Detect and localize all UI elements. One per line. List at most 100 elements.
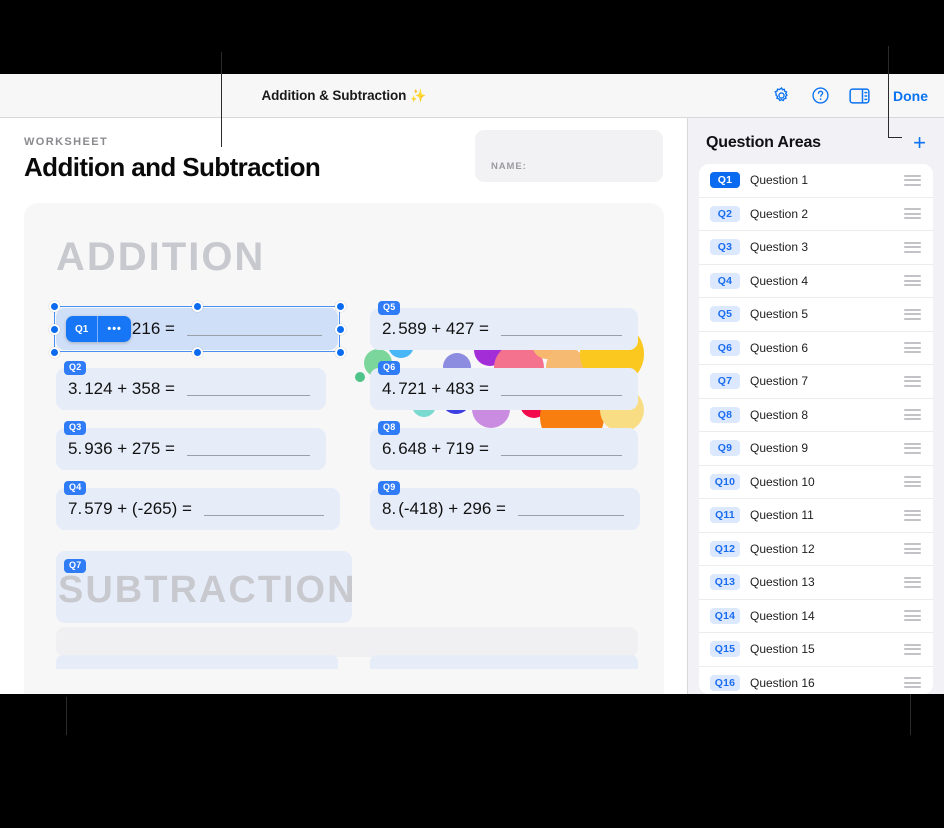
question-row-q8[interactable]: Q8 6. 648 + 719 = — [370, 421, 638, 470]
question-badge[interactable]: Q6 — [378, 361, 401, 375]
partial-row-pale — [56, 627, 638, 657]
answer-line[interactable] — [517, 514, 624, 516]
answer-line[interactable] — [186, 394, 310, 396]
drag-handle-icon[interactable] — [904, 677, 921, 689]
question-badge[interactable]: Q3 — [64, 421, 87, 435]
selection-handle-ml[interactable] — [48, 323, 60, 335]
question-number: 8. — [382, 499, 397, 518]
selection-handle-bl[interactable] — [48, 346, 60, 358]
worksheet-sheet: ADDITION 1. 347 + 216 = — [24, 203, 664, 694]
question-badge[interactable]: Q7 — [64, 559, 87, 573]
answer-line[interactable] — [186, 334, 322, 336]
drag-handle-icon[interactable] — [904, 308, 921, 320]
add-question-area-button[interactable]: + — [913, 130, 926, 155]
done-button[interactable]: Done — [893, 87, 928, 104]
drag-handle-icon[interactable] — [904, 509, 921, 521]
selection-chip-more-button[interactable]: ••• — [107, 323, 122, 335]
drag-handle-icon[interactable] — [904, 610, 921, 622]
drag-handle-icon[interactable] — [904, 275, 921, 287]
question-area-label: Question 8 — [750, 407, 809, 422]
sidebar-item-q9[interactable]: Q9 Question 9 — [699, 432, 933, 466]
sidebar-item-q4[interactable]: Q4 Question 4 — [699, 264, 933, 298]
question-row-q7[interactable]: Q7 SUBTRACTION — [56, 551, 357, 623]
drag-handle-icon[interactable] — [904, 476, 921, 488]
callout-line-bottom-right — [910, 694, 911, 735]
drag-handle-icon[interactable] — [904, 342, 921, 354]
selection-handle-tl[interactable] — [48, 300, 60, 312]
question-area-label: Question 5 — [750, 307, 809, 322]
sidebar-item-q11[interactable]: Q11 Question 11 — [699, 499, 933, 533]
drag-handle-icon[interactable] — [904, 375, 921, 387]
sidebar-item-q1[interactable]: Q1 Question 1 — [699, 164, 933, 198]
question-area-label: Question 7 — [750, 374, 809, 389]
sidebar-item-q13[interactable]: Q13 Question 13 — [699, 566, 933, 600]
sidebar-item-q3[interactable]: Q3 Question 3 — [699, 231, 933, 265]
sidebar-item-q6[interactable]: Q6 Question 6 — [699, 331, 933, 365]
app-window: Addition & Subtraction ✨ — [0, 74, 944, 694]
sidebar-item-q8[interactable]: Q8 Question 8 — [699, 398, 933, 432]
gear-icon[interactable] — [770, 85, 792, 107]
answer-line[interactable] — [500, 394, 622, 396]
question-area-badge: Q15 — [710, 641, 740, 658]
drag-handle-icon[interactable] — [904, 576, 921, 588]
question-expression: 721 + 483 = — [398, 379, 489, 398]
sidebar-item-q10[interactable]: Q10 Question 10 — [699, 465, 933, 499]
answer-line[interactable] — [500, 454, 622, 456]
question-badge[interactable]: Q8 — [378, 421, 401, 435]
question-row-q2[interactable]: Q2 3. 124 + 358 = — [56, 361, 326, 410]
help-icon[interactable] — [809, 85, 831, 107]
drag-handle-icon[interactable] — [904, 442, 921, 454]
answer-line[interactable] — [203, 514, 324, 516]
selection-chip[interactable]: Q1 ••• — [66, 316, 131, 342]
toolbar-actions: Done — [688, 74, 944, 117]
sidebar-item-q16[interactable]: Q16 Question 16 — [699, 666, 933, 694]
question-expression: 124 + 358 = — [84, 379, 175, 398]
drag-handle-icon[interactable] — [904, 174, 921, 186]
question-badge[interactable]: Q4 — [64, 481, 87, 495]
selection-handle-tm[interactable] — [191, 300, 203, 312]
callout-line-top-left — [221, 52, 222, 147]
sidebar-item-q5[interactable]: Q5 Question 5 — [699, 298, 933, 332]
question-row-q6[interactable]: Q6 4. 721 + 483 = — [370, 361, 638, 410]
drag-handle-icon[interactable] — [904, 543, 921, 555]
question-area-label: Question 12 — [750, 541, 815, 556]
selection-handle-bm[interactable] — [191, 346, 203, 358]
decoration-bubble — [355, 372, 365, 382]
question-badge[interactable]: Q2 — [64, 361, 87, 375]
sidebar-item-q2[interactable]: Q2 Question 2 — [699, 197, 933, 231]
question-badge[interactable]: Q5 — [378, 301, 401, 315]
question-area-badge: Q9 — [710, 440, 740, 457]
question-area-label: Question 2 — [750, 206, 809, 221]
question-row-q5[interactable]: Q5 2. 589 + 427 = — [370, 301, 638, 350]
question-row-q4[interactable]: Q4 7. 579 + (-265) = — [56, 481, 340, 530]
question-area-badge: Q5 — [710, 306, 740, 323]
name-field[interactable]: NAME: — [475, 130, 663, 182]
answer-line[interactable] — [186, 454, 310, 456]
question-number: 6. — [382, 439, 397, 458]
sidebar-item-q12[interactable]: Q12 Question 12 — [699, 532, 933, 566]
question-area-badge: Q1 — [710, 172, 740, 189]
sidebar-toggle-icon[interactable] — [848, 85, 870, 107]
question-row-q3[interactable]: Q3 5. 936 + 275 = — [56, 421, 326, 470]
document-canvas[interactable]: WORKSHEET Addition and Subtraction NAME:… — [0, 118, 688, 694]
selection-handle-br[interactable] — [334, 346, 346, 358]
sidebar-item-q14[interactable]: Q14 Question 14 — [699, 599, 933, 633]
question-badge[interactable]: Q9 — [378, 481, 401, 495]
question-row-q9[interactable]: Q9 8. (-418) + 296 = — [370, 481, 640, 530]
answer-line[interactable] — [500, 334, 622, 336]
drag-handle-icon[interactable] — [904, 409, 921, 421]
question-area-label: Question 4 — [750, 273, 809, 288]
selection-handle-tr[interactable] — [334, 300, 346, 312]
question-number: 7. — [68, 499, 83, 518]
sidebar-item-q15[interactable]: Q15 Question 15 — [699, 633, 933, 667]
callout-line-top-right-elbow — [888, 137, 902, 138]
selection-handle-mr[interactable] — [334, 323, 346, 335]
question-areas-list[interactable]: Q1 Question 1 Q2 Question 2 Q3 Question 3 Q4 Qu… — [699, 164, 933, 694]
sidebar-item-q7[interactable]: Q7 Question 7 — [699, 365, 933, 399]
question-areas-sidebar: Question Areas + Q1 Question 1 Q2 Question … — [688, 118, 944, 694]
question-area-label: Question 3 — [750, 240, 809, 255]
drag-handle-icon[interactable] — [904, 208, 921, 220]
section-heading-addition: ADDITION — [56, 235, 266, 280]
drag-handle-icon[interactable] — [904, 241, 921, 253]
drag-handle-icon[interactable] — [904, 643, 921, 655]
